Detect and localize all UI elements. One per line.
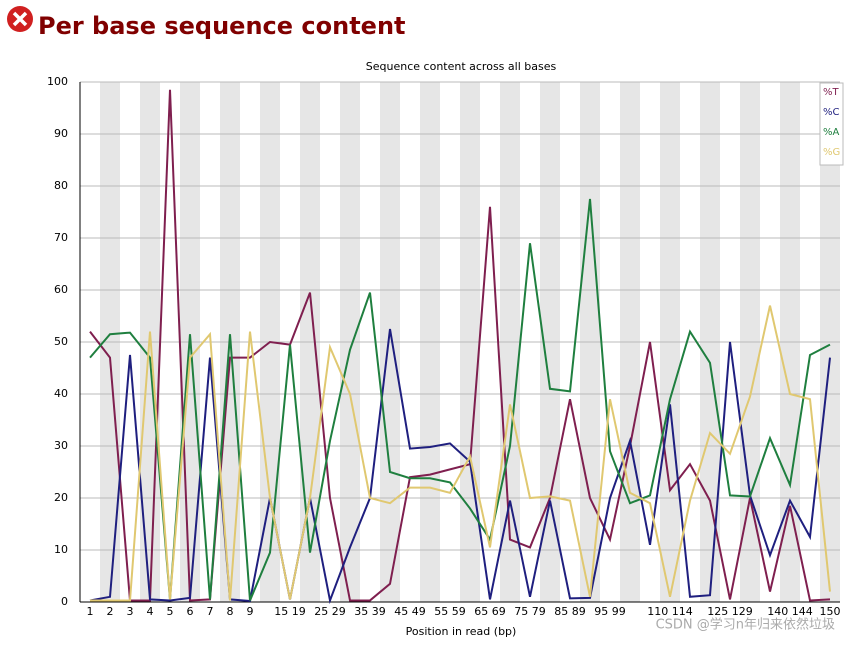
x-tick-label: 110 114	[647, 605, 693, 618]
x-tick-label: 140 144	[767, 605, 813, 618]
y-tick-label: 0	[61, 595, 68, 608]
y-tick-label: 50	[54, 335, 68, 348]
x-tick-label: 35 39	[354, 605, 386, 618]
x-tick-label: 125 129	[707, 605, 753, 618]
x-tick-label: 5	[167, 605, 174, 618]
x-tick-label: 6	[187, 605, 194, 618]
legend-entry: %C	[823, 107, 840, 118]
y-tick-label: 60	[54, 283, 68, 296]
legend-entry: %G	[823, 147, 840, 158]
y-tick-label: 30	[54, 439, 68, 452]
x-axis-label: Position in read (bp)	[406, 625, 517, 638]
plot: 0 10 20 30 40 50 60 70 80 90 100 1 2 3 4 5 6 7 8 9 15 19 25 2…	[47, 75, 844, 618]
x-tick-label: 7	[207, 605, 214, 618]
legend-entry: %A	[823, 127, 840, 138]
x-tick-label: 65 69	[474, 605, 506, 618]
x-tick-label: 25 29	[314, 605, 346, 618]
y-tick-label: 90	[54, 127, 68, 140]
y-tick-label: 10	[54, 543, 68, 556]
x-tick-label: 45 49	[394, 605, 426, 618]
x-tick-label: 3	[127, 605, 134, 618]
series-line	[89, 198, 831, 601]
x-tick-label: 55 59	[434, 605, 466, 618]
y-tick-label: 70	[54, 231, 68, 244]
legend-box	[819, 82, 844, 166]
x-tick-label: 2	[107, 605, 114, 618]
watermark: CSDN @学习n年归来依然垃圾	[656, 617, 835, 633]
x-tick-label: 75 79	[514, 605, 546, 618]
y-tick-label: 20	[54, 491, 68, 504]
page-title: Per base sequence content	[38, 12, 406, 40]
series-line	[90, 305, 831, 602]
x-tick-label: 95 99	[594, 605, 626, 618]
x-tick-label: 4	[147, 605, 154, 618]
error-icon-cross	[12, 11, 28, 27]
x-tick-label: 15 19	[274, 605, 306, 618]
legend-entry: %T	[823, 87, 840, 98]
x-tick-label: 85 89	[554, 605, 586, 618]
chart-title: Sequence content across all bases	[366, 60, 557, 73]
y-tick-label: 40	[54, 387, 68, 400]
y-tick-label: 80	[54, 179, 68, 192]
x-tick-label: 9	[247, 605, 254, 618]
x-tick-label: 1	[87, 605, 94, 618]
y-tick-label: 100	[47, 75, 68, 88]
series-line	[89, 328, 831, 605]
x-tick-label: 8	[227, 605, 234, 618]
x-tick-label: 150	[820, 605, 841, 618]
